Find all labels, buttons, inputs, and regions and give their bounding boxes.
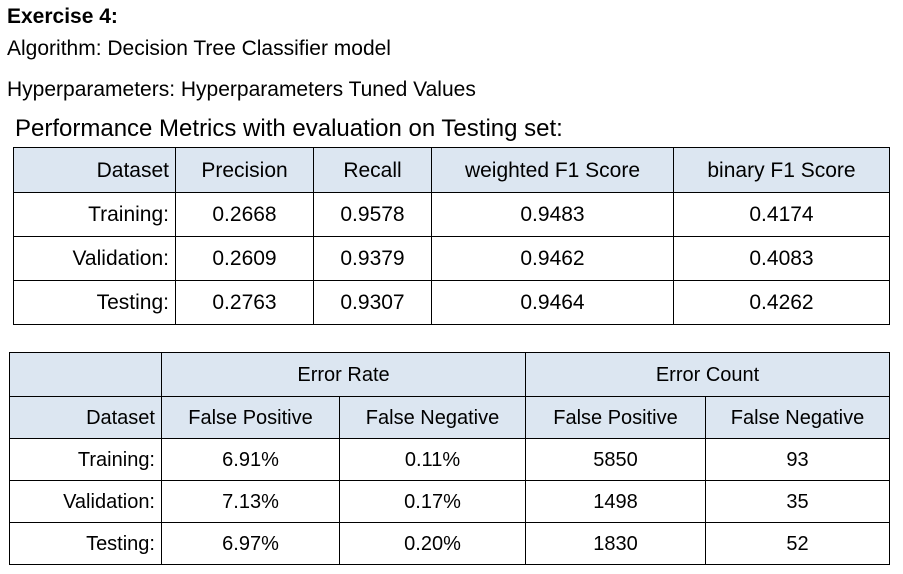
recall-value: 0.9307 <box>313 280 432 325</box>
row-label: Validation: <box>13 236 176 281</box>
algorithm-line: Algorithm: Decision Tree Classifier mode… <box>7 37 391 60</box>
fn-rate-value: 0.11% <box>339 438 526 481</box>
table-row: Testing: 0.2763 0.9307 0.9464 0.4262 <box>13 280 890 325</box>
fp-count-value: 5850 <box>525 438 706 481</box>
binary-f1-value: 0.4174 <box>673 192 890 237</box>
group-header-error-rate: Error Rate <box>161 352 526 397</box>
recall-value: 0.9379 <box>313 236 432 281</box>
weighted-f1-value: 0.9483 <box>431 192 674 237</box>
error-table: Error Rate Error Count Dataset False Pos… <box>9 352 890 565</box>
fn-count-value: 35 <box>705 480 890 523</box>
fp-rate-value: 6.91% <box>161 438 340 481</box>
col-header-count-false-positive: False Positive <box>525 396 706 439</box>
hyperparameters-line: Hyperparameters: Hyperparameters Tuned V… <box>7 78 476 101</box>
group-header-error-count: Error Count <box>525 352 890 397</box>
table-row: Training: 0.2668 0.9578 0.9483 0.4174 <box>13 192 890 237</box>
col-header-binary-f1: binary F1 Score <box>673 147 890 193</box>
table-row: Training: 6.91% 0.11% 5850 93 <box>9 438 890 481</box>
precision-value: 0.2609 <box>175 236 314 281</box>
table-row: Validation: 0.2609 0.9379 0.9462 0.4083 <box>13 236 890 281</box>
col-header-precision: Precision <box>175 147 314 193</box>
row-label: Training: <box>13 192 176 237</box>
fn-count-value: 52 <box>705 522 890 565</box>
fn-rate-value: 0.20% <box>339 522 526 565</box>
binary-f1-value: 0.4262 <box>673 280 890 325</box>
metrics-table: Dataset Precision Recall weighted F1 Sco… <box>13 147 890 325</box>
col-header-dataset: Dataset <box>13 147 176 193</box>
col-header-recall: Recall <box>313 147 432 193</box>
col-header-rate-false-positive: False Positive <box>161 396 340 439</box>
fp-rate-value: 7.13% <box>161 480 340 523</box>
col-header-rate-false-negative: False Negative <box>339 396 526 439</box>
fp-count-value: 1498 <box>525 480 706 523</box>
binary-f1-value: 0.4083 <box>673 236 890 281</box>
fn-count-value: 93 <box>705 438 890 481</box>
col-header-count-false-negative: False Negative <box>705 396 890 439</box>
table-row: Testing: 6.97% 0.20% 1830 52 <box>9 522 890 565</box>
weighted-f1-value: 0.9464 <box>431 280 674 325</box>
row-label: Testing: <box>9 522 162 565</box>
precision-value: 0.2763 <box>175 280 314 325</box>
col-header-dataset: Dataset <box>9 396 162 439</box>
exercise-title: Exercise 4: <box>7 5 118 28</box>
row-label: Testing: <box>13 280 176 325</box>
fp-rate-value: 6.97% <box>161 522 340 565</box>
fp-count-value: 1830 <box>525 522 706 565</box>
row-label: Training: <box>9 438 162 481</box>
metrics-header-row: Dataset Precision Recall weighted F1 Sco… <box>13 147 890 193</box>
row-label: Validation: <box>9 480 162 523</box>
fn-rate-value: 0.17% <box>339 480 526 523</box>
performance-caption: Performance Metrics with evaluation on T… <box>15 115 563 142</box>
error-header-row: Dataset False Positive False Negative Fa… <box>9 396 890 439</box>
precision-value: 0.2668 <box>175 192 314 237</box>
table-row: Validation: 7.13% 0.17% 1498 35 <box>9 480 890 523</box>
recall-value: 0.9578 <box>313 192 432 237</box>
error-group-header-row: Error Rate Error Count <box>9 352 890 397</box>
col-header-weighted-f1: weighted F1 Score <box>431 147 674 193</box>
blank-header-cell <box>9 352 162 397</box>
weighted-f1-value: 0.9462 <box>431 236 674 281</box>
